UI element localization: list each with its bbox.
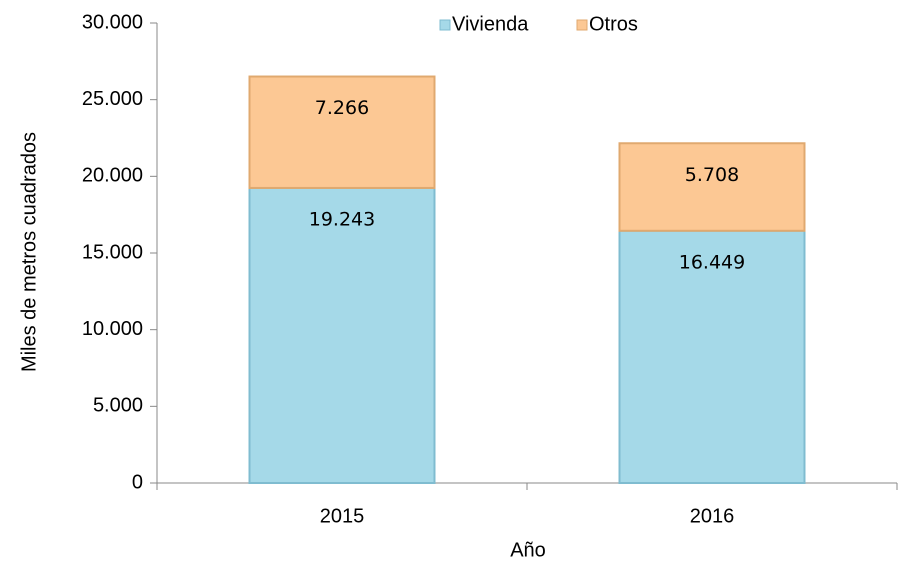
legend-swatch bbox=[576, 19, 588, 31]
y-tick-label: 25.000 bbox=[82, 88, 143, 110]
bar-segment bbox=[618, 142, 806, 232]
data-label: 19.243 bbox=[309, 208, 375, 230]
y-tick-label: 10.000 bbox=[82, 318, 143, 340]
legend-label: Otros bbox=[589, 13, 638, 35]
y-tick-label: 0 bbox=[132, 471, 143, 493]
data-label: 7.266 bbox=[315, 97, 369, 119]
x-tick-label: 2016 bbox=[690, 505, 735, 527]
bar-segment bbox=[248, 75, 436, 189]
x-axis-label: Año bbox=[510, 539, 546, 561]
legend-label: Vivienda bbox=[452, 13, 529, 35]
y-tick-label: 5.000 bbox=[93, 395, 143, 417]
y-tick-label: 20.000 bbox=[82, 165, 143, 187]
bar-segment bbox=[248, 186, 436, 484]
y-tick-label: 30.000 bbox=[82, 11, 143, 33]
bar-segment bbox=[618, 229, 806, 484]
y-axis-label: Miles de metros cuadrados bbox=[18, 132, 40, 372]
data-label: 16.449 bbox=[679, 251, 745, 273]
legend-swatch bbox=[439, 19, 451, 31]
y-tick-label: 15.000 bbox=[82, 241, 143, 263]
data-label: 5.708 bbox=[685, 164, 739, 186]
x-tick-label: 2015 bbox=[320, 505, 365, 527]
